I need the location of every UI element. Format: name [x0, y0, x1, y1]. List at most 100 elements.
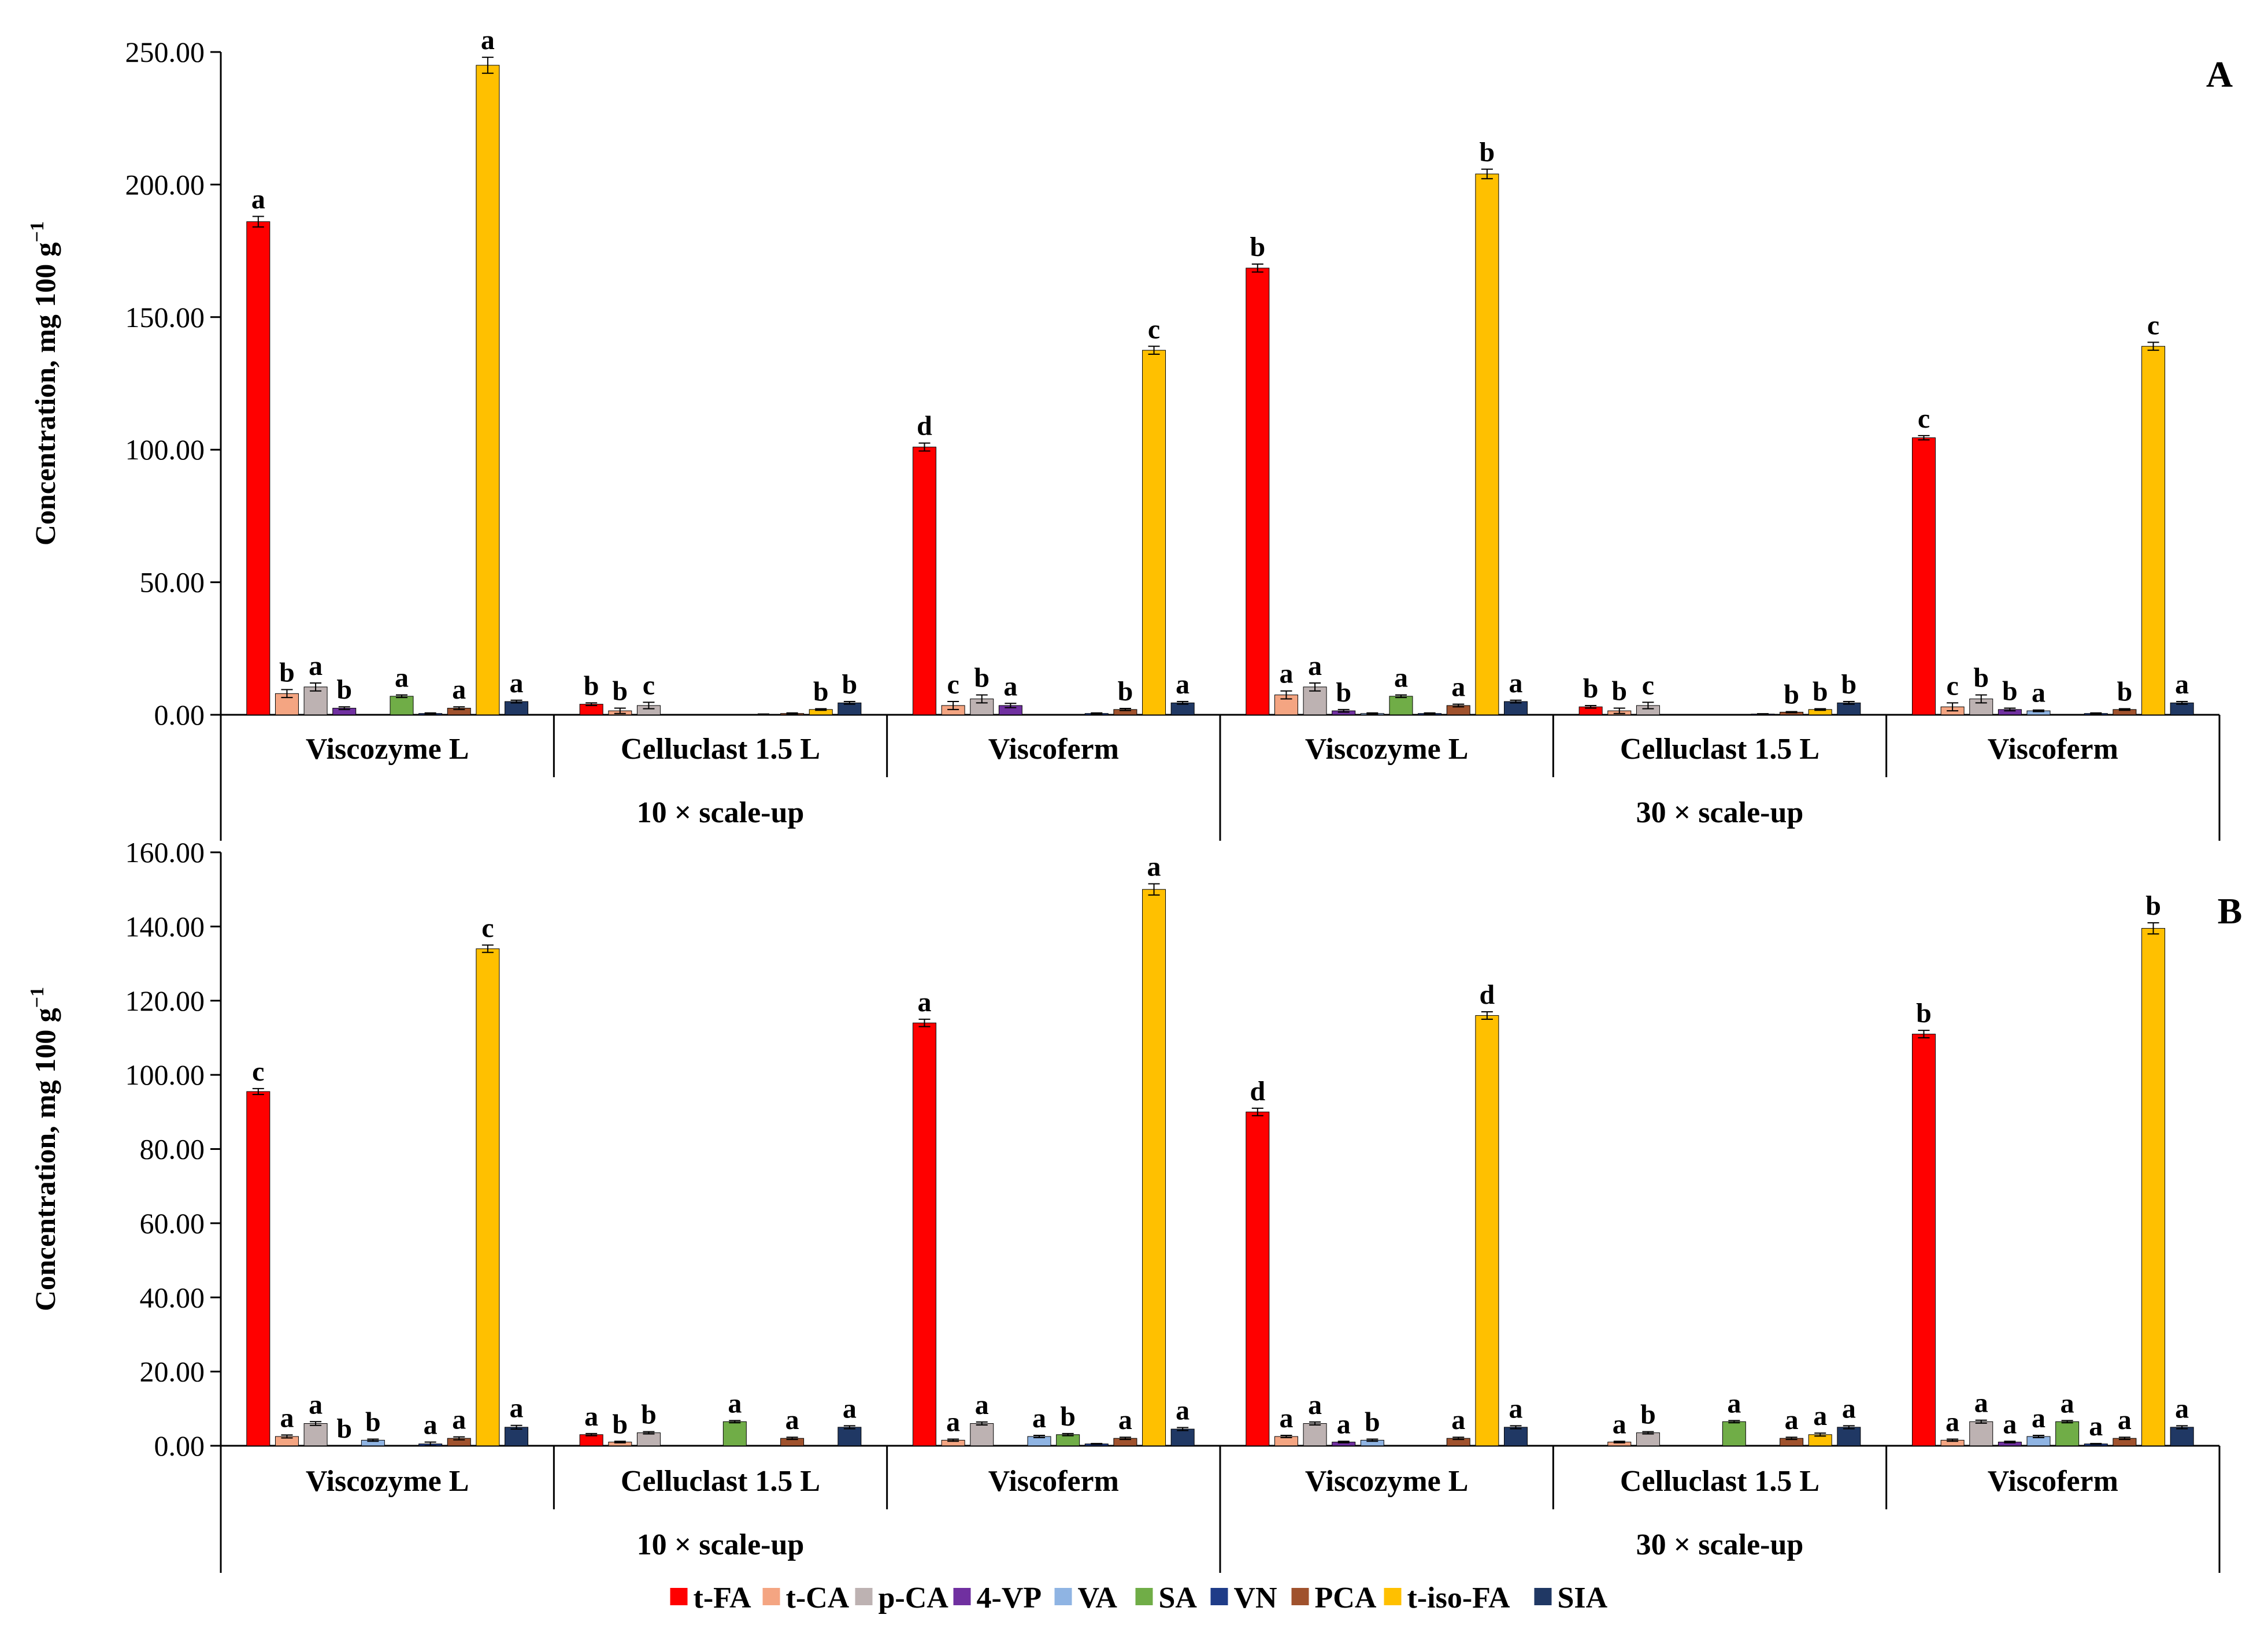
- legend-label: SIA: [1558, 1582, 1608, 1614]
- significance-letter: b: [336, 674, 352, 705]
- significance-letter: b: [1060, 1401, 1076, 1432]
- significance-letter: b: [974, 663, 990, 693]
- bar-t-FA: [1246, 1111, 1270, 1446]
- significance-letter: b: [1611, 676, 1627, 707]
- legend-item-t-iso-FA: t-iso-FA: [1384, 1582, 1510, 1614]
- x-category-label: Viscozyme L: [306, 733, 469, 766]
- bar-SIA: [1504, 701, 1528, 715]
- x-category-label: Viscozyme L: [1305, 1465, 1469, 1498]
- panel-A: 0.00 50.00 100.00 150.00 200.00 250.00 Viscozy…: [27, 25, 2233, 841]
- significance-letter: a: [728, 1388, 742, 1419]
- significance-letter: b: [1480, 137, 1495, 168]
- panel-B: 0.00 20.00 40.00 60.00 80.00 100.00 120.00 140.…: [27, 836, 2242, 1573]
- significance-letter: b: [2002, 676, 2018, 707]
- legend-swatch: [762, 1588, 780, 1605]
- legend-label: 4-VP: [977, 1582, 1042, 1614]
- legend-swatch: [855, 1588, 873, 1605]
- bar-SA: [722, 1421, 747, 1446]
- significance-letter: a: [1279, 659, 1293, 689]
- significance-letter: a: [2118, 1405, 2132, 1435]
- y-tick-label: 0.00: [154, 699, 205, 731]
- significance-letter: a: [1032, 1403, 1046, 1434]
- significance-letter: a: [2061, 1388, 2074, 1419]
- significance-letter: b: [279, 657, 295, 688]
- bar-SIA: [1504, 1427, 1528, 1446]
- significance-letter: c: [947, 669, 959, 700]
- legend-label: t-CA: [786, 1582, 850, 1614]
- y-tick-label: 250.00: [125, 36, 205, 68]
- legend-label: VN: [1234, 1582, 1277, 1614]
- legend-swatch: [1135, 1588, 1153, 1605]
- bar-p-CA: [303, 686, 328, 715]
- significance-letter: a: [1451, 1405, 1465, 1435]
- significance-letter: b: [1841, 669, 1856, 700]
- significance-letter: a: [1337, 1409, 1351, 1439]
- legend-item-SA: SA: [1135, 1582, 1198, 1614]
- bar-SIA: [1837, 1427, 1861, 1446]
- significance-letter: b: [1365, 1406, 1380, 1437]
- legend-swatch: [953, 1588, 971, 1605]
- significance-letter: a: [309, 1389, 323, 1420]
- legend-swatch: [1291, 1588, 1309, 1605]
- bar-t-FA: [1911, 437, 1936, 715]
- y-tick-label: 160.00: [125, 836, 205, 868]
- significance-letter: b: [336, 1413, 352, 1444]
- legend-item-4-VP: 4-VP: [953, 1582, 1042, 1614]
- legend-label: PCA: [1315, 1582, 1377, 1614]
- significance-letter: a: [1727, 1388, 1741, 1419]
- bar-SIA: [505, 701, 529, 715]
- y-tick-label: 60.00: [140, 1207, 205, 1239]
- significance-letter: a: [1394, 663, 1408, 693]
- bar-t-iso-FA: [1475, 1015, 1499, 1446]
- legend-swatch: [1054, 1588, 1072, 1605]
- bar-t-iso-FA: [476, 948, 500, 1446]
- legend-item-VN: VN: [1210, 1582, 1277, 1614]
- y-tick-label: 40.00: [140, 1281, 205, 1313]
- significance-letter: c: [643, 670, 655, 700]
- legend-label: VA: [1078, 1582, 1118, 1614]
- y-tick-label: 0.00: [154, 1430, 205, 1462]
- bar-t-FA: [246, 221, 270, 715]
- significance-letter: a: [785, 1405, 799, 1435]
- significance-letter: a: [1308, 651, 1322, 681]
- legend-item-p-CA: p-CA: [855, 1582, 948, 1614]
- significance-letter: a: [1147, 852, 1161, 882]
- x-category-label: Viscozyme L: [306, 1465, 469, 1498]
- significance-letter: a: [2032, 678, 2045, 708]
- bar-t-iso-FA: [476, 65, 500, 715]
- bar-SIA: [2170, 1427, 2194, 1446]
- significance-letter: a: [2175, 1393, 2189, 1424]
- legend-swatch: [1534, 1588, 1552, 1605]
- legend-item-t-CA: t-CA: [762, 1582, 850, 1614]
- legend-label: t-FA: [694, 1582, 752, 1614]
- significance-letter: a: [280, 1402, 294, 1433]
- significance-letter: c: [481, 912, 494, 943]
- x-category-label: Viscoferm: [1988, 733, 2118, 766]
- significance-letter: c: [1148, 314, 1160, 344]
- x-category-label: Celluclast 1.5 L: [1620, 1465, 1819, 1498]
- bar-p-CA: [1969, 1421, 1993, 1446]
- significance-letter: a: [452, 674, 466, 705]
- significance-letter: a: [1509, 1393, 1523, 1424]
- bar-t-iso-FA: [1142, 889, 1166, 1446]
- significance-letter: a: [481, 25, 495, 55]
- significance-letter: d: [1250, 1076, 1265, 1107]
- bar-t-FA: [1911, 1034, 1936, 1446]
- bar-t-iso-FA: [2141, 346, 2166, 715]
- y-tick-label: 120.00: [125, 985, 205, 1017]
- significance-letter: b: [1916, 998, 1932, 1029]
- x-category-label: Viscoferm: [988, 1465, 1119, 1498]
- significance-letter: a: [251, 184, 265, 214]
- x-category-label: Viscoferm: [988, 733, 1119, 766]
- significance-letter: a: [2175, 669, 2189, 700]
- significance-letter: b: [612, 676, 628, 707]
- bar-t-FA: [246, 1091, 270, 1446]
- significance-letter: c: [1946, 670, 1958, 701]
- significance-letter: a: [1613, 1409, 1626, 1439]
- legend-label: SA: [1159, 1582, 1198, 1614]
- y-axis-label-exponent: −1: [27, 987, 48, 1008]
- significance-letter: b: [1973, 663, 1989, 693]
- x-category-label: Viscoferm: [1988, 1465, 2118, 1498]
- y-tick-label: 200.00: [125, 168, 205, 201]
